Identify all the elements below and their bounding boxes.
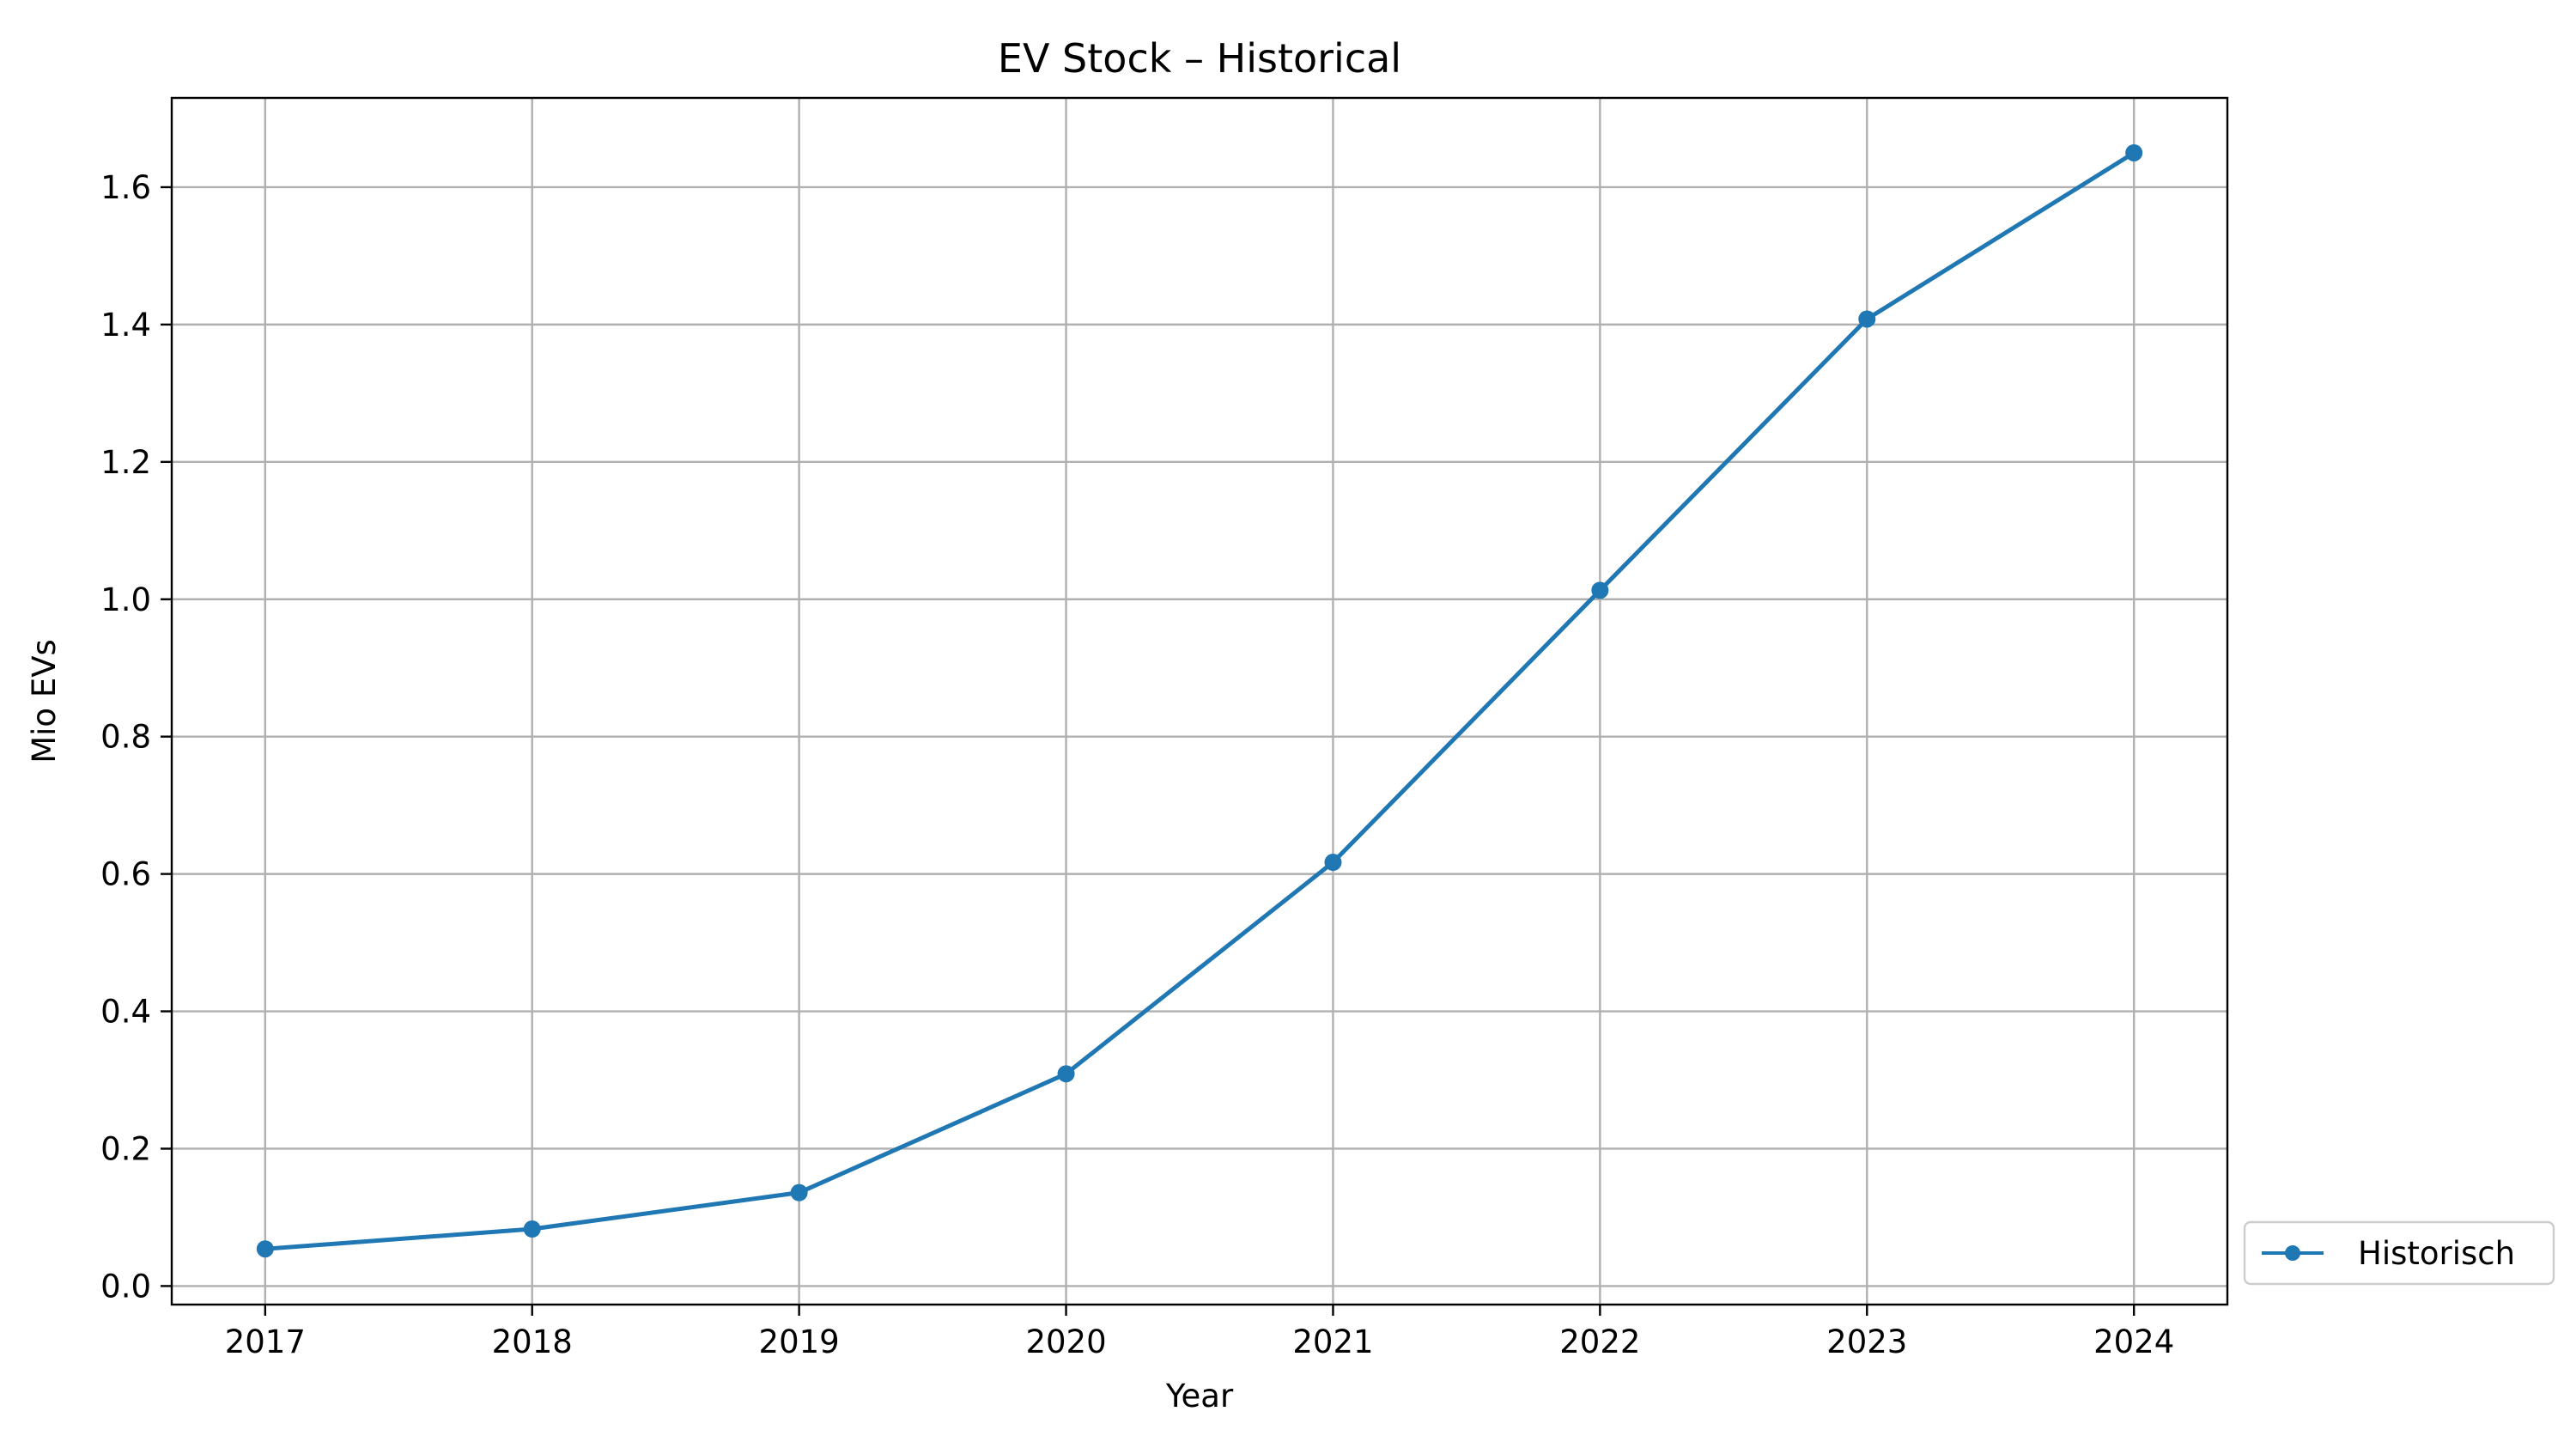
y-tick-label-1.6: 1.6 <box>100 169 151 206</box>
y-axis-label: Mio EVs <box>26 639 63 764</box>
data-point-2018 <box>523 1220 541 1238</box>
y-tick-label-1.2: 1.2 <box>100 444 151 481</box>
legend: Historisch <box>2243 1220 2555 1286</box>
y-tick-label-0.0: 0.0 <box>100 1268 151 1305</box>
x-tick-label-2018: 2018 <box>492 1323 573 1360</box>
legend-box <box>2243 1220 2555 1286</box>
x-axis-label: Year <box>1165 1378 1234 1415</box>
y-tick-label-0.2: 0.2 <box>100 1130 151 1167</box>
data-point-2020 <box>1057 1065 1075 1083</box>
grid <box>172 98 2227 1305</box>
data-point-2021 <box>1324 854 1342 872</box>
y-tick-label-0.6: 0.6 <box>100 856 151 893</box>
plot-area-frame <box>170 96 2229 1306</box>
axis-ticks: 2017 2018 2019 2020 2021 2022 2023 2024 0.0 0.2 0.… <box>100 169 2174 1360</box>
chart-title: EV Stock – Historical <box>998 35 1401 82</box>
y-tick-label-1.4: 1.4 <box>100 307 151 344</box>
data-point-2024 <box>2125 143 2143 161</box>
x-tick-label-2021: 2021 <box>1292 1323 1373 1360</box>
series-layer <box>256 143 2143 1258</box>
x-tick-label-2020: 2020 <box>1025 1323 1106 1360</box>
legend-marker-swatch <box>2285 1245 2300 1261</box>
series-line-historisch <box>263 149 2137 1251</box>
x-tick-label-2017: 2017 <box>225 1323 306 1360</box>
data-point-2022 <box>1591 581 1609 599</box>
legend-label-historisch: Historisch <box>2358 1235 2515 1272</box>
x-tick-label-2023: 2023 <box>1826 1323 1907 1360</box>
x-tick-label-2022: 2022 <box>1559 1323 1640 1360</box>
x-tick-label-2024: 2024 <box>2093 1323 2174 1360</box>
x-tick-label-2019: 2019 <box>759 1323 840 1360</box>
data-point-2023 <box>1858 310 1876 328</box>
data-point-2017 <box>256 1240 274 1258</box>
y-tick-label-0.4: 0.4 <box>100 994 151 1031</box>
y-tick-label-1.0: 1.0 <box>100 581 151 618</box>
data-point-2019 <box>790 1183 808 1202</box>
y-tick-label-0.8: 0.8 <box>100 719 151 756</box>
